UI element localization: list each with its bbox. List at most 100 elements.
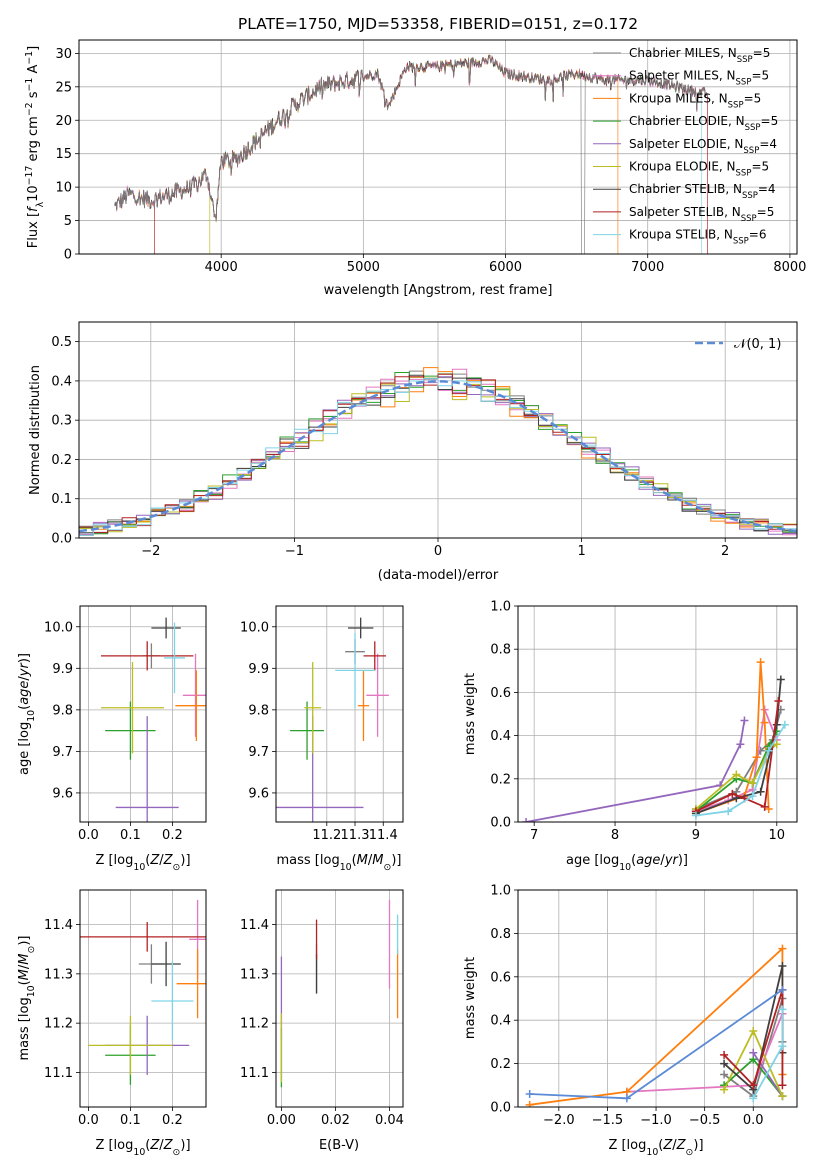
spectrum-xtick-label: 6000 bbox=[489, 260, 522, 275]
weight-marker bbox=[724, 807, 733, 816]
weight_vs_age-xtick-label: 9 bbox=[692, 828, 700, 843]
mass_vs_EBV-xtick-label: 0.02 bbox=[321, 1113, 350, 1128]
figure-title: PLATE=1750, MJD=53358, FIBERID=0151, z=0… bbox=[238, 15, 638, 33]
weight_vs_Z-plot-area bbox=[525, 944, 787, 1107]
normal-legend-label: 𝒩(0, 1) bbox=[734, 337, 781, 352]
mass_vs_EBV-ytick-label: 11.2 bbox=[240, 1017, 269, 1032]
weight-marker bbox=[736, 740, 745, 749]
age_vs_mass-xtick-label: 11.2 bbox=[312, 828, 341, 843]
weight_vs_Z-xtick-label: −2.0 bbox=[543, 1113, 575, 1128]
spectrum-ylabel-part: A bbox=[26, 65, 41, 78]
age-z-xlabel-part: Z [log bbox=[95, 853, 133, 868]
mass-ebv-xlabel: E(B-V) bbox=[319, 1138, 359, 1153]
legend-entry-sub: SSP bbox=[728, 100, 744, 110]
weight-marker bbox=[760, 718, 769, 727]
weight_vs_Z-xtick-label: −1.5 bbox=[592, 1113, 624, 1128]
weight_vs_Z-xtick-label: 0.0 bbox=[743, 1113, 764, 1128]
weight-marker bbox=[720, 1085, 729, 1094]
age-z-ylabel-part: age [log bbox=[17, 722, 32, 775]
mass-z-ylabel-part: M bbox=[17, 954, 32, 965]
legend-entry-tail: =5 bbox=[753, 46, 771, 60]
mass-z-xlabel-part: 10 bbox=[133, 1147, 145, 1158]
weight-marker bbox=[778, 985, 787, 994]
age-z-xlabel-part: Z bbox=[149, 853, 160, 868]
mass-z-xlabel: Z [log10(Z/Z⊙)] bbox=[95, 1138, 190, 1158]
weight_vs_Z-ytick-label: 1.0 bbox=[490, 884, 511, 899]
legend-entry-sub: SSP bbox=[736, 78, 752, 88]
age_vs_Z-ytick-label: 9.9 bbox=[52, 662, 73, 677]
mass-z-ylabel-part: ( bbox=[17, 980, 32, 985]
weight-z-ylabel: mass weight bbox=[463, 957, 478, 1039]
age_vs_Z-axes: 0.0 0.1 0.29.69.79.89.910.0Z [log10(Z/Z⊙)]… bbox=[17, 605, 207, 873]
age-mass-xlabel-part: 10 bbox=[340, 862, 352, 873]
age_vs_mass-grid bbox=[276, 606, 403, 822]
weight-z-xlabel-part: Z [log bbox=[608, 1138, 646, 1153]
mass_vs_Z-xtick-label: 0.2 bbox=[162, 1113, 183, 1128]
weight-marker bbox=[774, 697, 783, 706]
legend-entry-main: Chabrier MILES, N bbox=[629, 46, 737, 60]
spectrum-ylabel-part: f bbox=[26, 205, 41, 212]
spectrum-line bbox=[114, 55, 708, 220]
age-z-xlabel: Z [log10(Z/Z⊙)] bbox=[95, 853, 190, 873]
weight-z-xlabel-part: 10 bbox=[646, 1147, 658, 1158]
spectrum-ylabel-part: λ bbox=[35, 201, 46, 207]
age_vs_Z-xtick-label: 0.2 bbox=[162, 828, 183, 843]
weight_vs_Z-axes: −2.0 −1.5 −1.0 −0.5 0.0 0.0 0.2 0.4 0.6 0.8 1.0 Z [… bbox=[463, 884, 798, 1158]
age_vs_Z-ytick-label: 9.7 bbox=[52, 745, 73, 760]
weight_vs_Z-frame bbox=[517, 889, 798, 1108]
age-z-ylabel-part: yr bbox=[17, 661, 32, 677]
age-mass-xlabel-part: )] bbox=[391, 853, 401, 868]
weight-marker bbox=[752, 753, 761, 762]
age_vs_mass-xtick-label: 11.3 bbox=[341, 828, 370, 843]
mass_vs_EBV-xtick-label: 0.04 bbox=[375, 1113, 404, 1128]
residual_histogram-ytick-label: 0.2 bbox=[51, 453, 72, 468]
weight-marker bbox=[728, 789, 737, 798]
weight_vs_Z-panel: −2.0 −1.5 −1.0 −0.5 0.0 0.0 0.2 0.4 0.6 0.8 1.0 Z [… bbox=[463, 884, 798, 1158]
mass_vs_Z-xtick-label: 0.0 bbox=[78, 1113, 99, 1128]
residual_histogram-plot-area bbox=[79, 367, 797, 538]
residual_histogram-xtick-label: 2 bbox=[721, 544, 729, 559]
spectrum-line bbox=[114, 55, 708, 222]
weight-marker bbox=[778, 1092, 787, 1101]
age-z-ylabel-part: / bbox=[17, 676, 32, 681]
age-mass-xlabel-part: ( bbox=[352, 853, 357, 868]
mass-z-xlabel-part: Z bbox=[149, 1138, 160, 1153]
mass-z-ylabel-part: M bbox=[17, 969, 32, 980]
spectrum-ytick-label: 25 bbox=[55, 80, 72, 95]
weight-marker bbox=[778, 961, 787, 970]
mass_vs_EBV-grid bbox=[276, 890, 403, 1107]
weight-marker bbox=[740, 716, 749, 725]
age_vs_mass-ytick-label: 9.8 bbox=[248, 703, 269, 718]
legend-entry-tail: =5 bbox=[744, 91, 762, 105]
weight-marker bbox=[720, 1059, 729, 1068]
mass_vs_Z-axes: 0.0 0.1 0.211.111.211.311.4Z [log10(Z/Z⊙)]… bbox=[17, 889, 207, 1158]
mass-z-xlabel-part: )] bbox=[180, 1138, 190, 1153]
weight-marker bbox=[764, 746, 773, 755]
weight_vs_Z-grid bbox=[518, 889, 797, 1108]
histogram-xlabel: (data-model)/error bbox=[378, 568, 499, 583]
spectrum-axes: 4000 5000 6000 7000 8000 0 5 10 15 20 25 30 Chabrier… bbox=[24, 39, 806, 298]
weight-z-xlabel-part: )] bbox=[693, 1138, 703, 1153]
spectrum-plot-area bbox=[114, 53, 708, 254]
weight-marker bbox=[760, 802, 769, 811]
legend-entry-tail: =5 bbox=[757, 205, 775, 219]
spectrum-ytick-label: 20 bbox=[55, 114, 72, 129]
mass-z-ylabel-part: 10 bbox=[26, 985, 37, 997]
age_vs_Z-xtick-label: 0.0 bbox=[78, 828, 99, 843]
mass-z-xlabel-part: Z bbox=[163, 1138, 174, 1153]
spectrum-ytick-label: 30 bbox=[55, 47, 72, 62]
age-z-xlabel-part: Z bbox=[163, 853, 174, 868]
mass_vs_EBV-ytick-label: 11.1 bbox=[240, 1066, 269, 1081]
spectrum-ylabel: Flux [fλ10−17 erg cm−2 s−1 A−1] bbox=[24, 46, 46, 248]
legend-entry-main: Kroupa STELIB, N bbox=[629, 228, 733, 242]
residual_histogram-ytick-label: 0.4 bbox=[51, 374, 72, 389]
age_vs_mass-panel: 11.2 11.3 11.4 9.6 9.7 9.8 9.9 10.0 mass [log10(… bbox=[240, 605, 404, 873]
age_vs_mass-ytick-label: 10.0 bbox=[240, 620, 269, 635]
age-z-xlabel-part: 10 bbox=[133, 862, 145, 873]
age-z-xlabel-part: ( bbox=[145, 853, 150, 868]
weight-marker bbox=[764, 805, 773, 814]
mass_vs_Z-ytick-label: 11.3 bbox=[44, 967, 73, 982]
weight-marker bbox=[748, 792, 757, 801]
